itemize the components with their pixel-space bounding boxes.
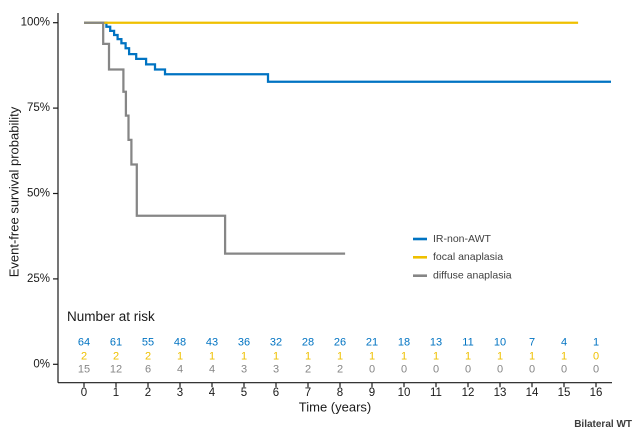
risk-value-diffuse-anaplasia-t7: 2 [305,363,311,375]
risk-value-ir-non-awt-t10: 18 [398,337,410,349]
x-tick-label-8: 8 [337,387,343,399]
x-tick-label-3: 3 [177,387,183,399]
x-tick-label-4: 4 [209,387,216,399]
risk-value-focal-anaplasia-t2: 2 [145,350,151,362]
risk-value-ir-non-awt-t3: 48 [174,337,186,349]
figure-caption: Bilateral WT [574,419,632,430]
risk-value-focal-anaplasia-t10: 1 [401,350,407,362]
risk-value-diffuse-anaplasia-t2: 6 [145,363,151,375]
risk-value-focal-anaplasia-t4: 1 [209,350,215,362]
survival-curve-diffuse-anaplasia [84,21,346,255]
risk-value-ir-non-awt-t16: 1 [593,337,599,349]
risk-value-diffuse-anaplasia-t4: 4 [209,363,215,375]
legend-label-focal-anaplasia: focal anaplasia [433,251,503,263]
x-tick-label-15: 15 [558,387,571,399]
risk-value-focal-anaplasia-t9: 1 [369,350,375,362]
y-tick-label-75: 75% [27,102,50,114]
risk-value-focal-anaplasia-t14: 1 [529,350,535,362]
legend-label-diffuse-anaplasia: diffuse anaplasia [433,269,512,281]
risk-value-diffuse-anaplasia-t12: 0 [465,363,471,375]
x-tick-label-10: 10 [398,387,411,399]
x-axis-title: Time (years) [298,399,372,415]
y-axis-title: Event-free survival probability [6,106,22,278]
risk-value-focal-anaplasia-t3: 1 [177,350,183,362]
x-tick-label-7: 7 [305,387,311,399]
risk-value-ir-non-awt-t11: 13 [430,337,442,349]
risk-value-diffuse-anaplasia-t10: 0 [401,363,407,375]
x-tick-label-1: 1 [113,387,119,399]
x-tick-label-14: 14 [526,387,539,399]
risk-value-focal-anaplasia-t16: 0 [593,350,599,362]
risk-value-diffuse-anaplasia-t11: 0 [433,363,439,375]
risk-value-ir-non-awt-t1: 61 [110,337,122,349]
risk-value-ir-non-awt-t6: 32 [270,337,282,349]
risk-value-diffuse-anaplasia-t6: 3 [273,363,279,375]
risk-value-ir-non-awt-t2: 55 [142,337,154,349]
risk-value-diffuse-anaplasia-t1: 12 [110,363,122,375]
risk-value-ir-non-awt-t8: 26 [334,337,346,349]
risk-value-ir-non-awt-t0: 64 [78,337,90,349]
risk-value-diffuse-anaplasia-t5: 3 [241,363,247,375]
risk-value-ir-non-awt-t7: 28 [302,337,314,349]
risk-value-diffuse-anaplasia-t14: 0 [529,363,535,375]
risk-value-diffuse-anaplasia-t0: 15 [78,363,90,375]
risk-value-ir-non-awt-t14: 7 [529,337,535,349]
risk-value-focal-anaplasia-t11: 1 [433,350,439,362]
risk-value-focal-anaplasia-t15: 1 [561,350,567,362]
risk-value-ir-non-awt-t15: 4 [561,337,567,349]
x-tick-label-0: 0 [81,387,87,399]
x-tick-label-12: 12 [462,387,475,399]
risk-value-diffuse-anaplasia-t15: 0 [561,363,567,375]
risk-value-diffuse-anaplasia-t9: 0 [369,363,375,375]
risk-value-focal-anaplasia-t12: 1 [465,350,471,362]
risk-value-focal-anaplasia-t0: 2 [81,350,87,362]
risk-value-ir-non-awt-t9: 21 [366,337,378,349]
risk-value-focal-anaplasia-t8: 1 [337,350,343,362]
risk-value-diffuse-anaplasia-t8: 2 [337,363,343,375]
risk-value-focal-anaplasia-t5: 1 [241,350,247,362]
survival-curve-ir-non-awt [84,21,611,83]
x-tick-label-13: 13 [494,387,507,399]
risk-value-focal-anaplasia-t13: 1 [497,350,503,362]
risk-value-ir-non-awt-t4: 43 [206,337,218,349]
x-tick-label-2: 2 [145,387,151,399]
risk-value-focal-anaplasia-t7: 1 [305,350,311,362]
risk-value-focal-anaplasia-t6: 1 [273,350,279,362]
x-tick-label-11: 11 [430,387,442,399]
risk-value-diffuse-anaplasia-t13: 0 [497,363,503,375]
risk-value-diffuse-anaplasia-t16: 0 [593,363,599,375]
y-tick-label-25: 25% [27,273,50,285]
y-tick-label-0: 0% [33,358,50,370]
risk-value-ir-non-awt-t12: 11 [462,337,473,349]
y-tick-label-50: 50% [27,188,50,200]
risk-value-ir-non-awt-t5: 36 [238,337,250,349]
y-tick-label-100: 100% [21,17,50,29]
risk-value-focal-anaplasia-t1: 2 [113,350,119,362]
x-tick-label-9: 9 [369,387,375,399]
x-tick-label-5: 5 [241,387,247,399]
risk-table-title: Number at risk [67,309,155,324]
legend-label-ir-non-awt: IR-non-AWT [433,233,492,245]
x-tick-label-6: 6 [273,387,279,399]
x-tick-label-16: 16 [590,387,603,399]
risk-value-diffuse-anaplasia-t3: 4 [177,363,183,375]
risk-value-ir-non-awt-t13: 10 [494,337,506,349]
